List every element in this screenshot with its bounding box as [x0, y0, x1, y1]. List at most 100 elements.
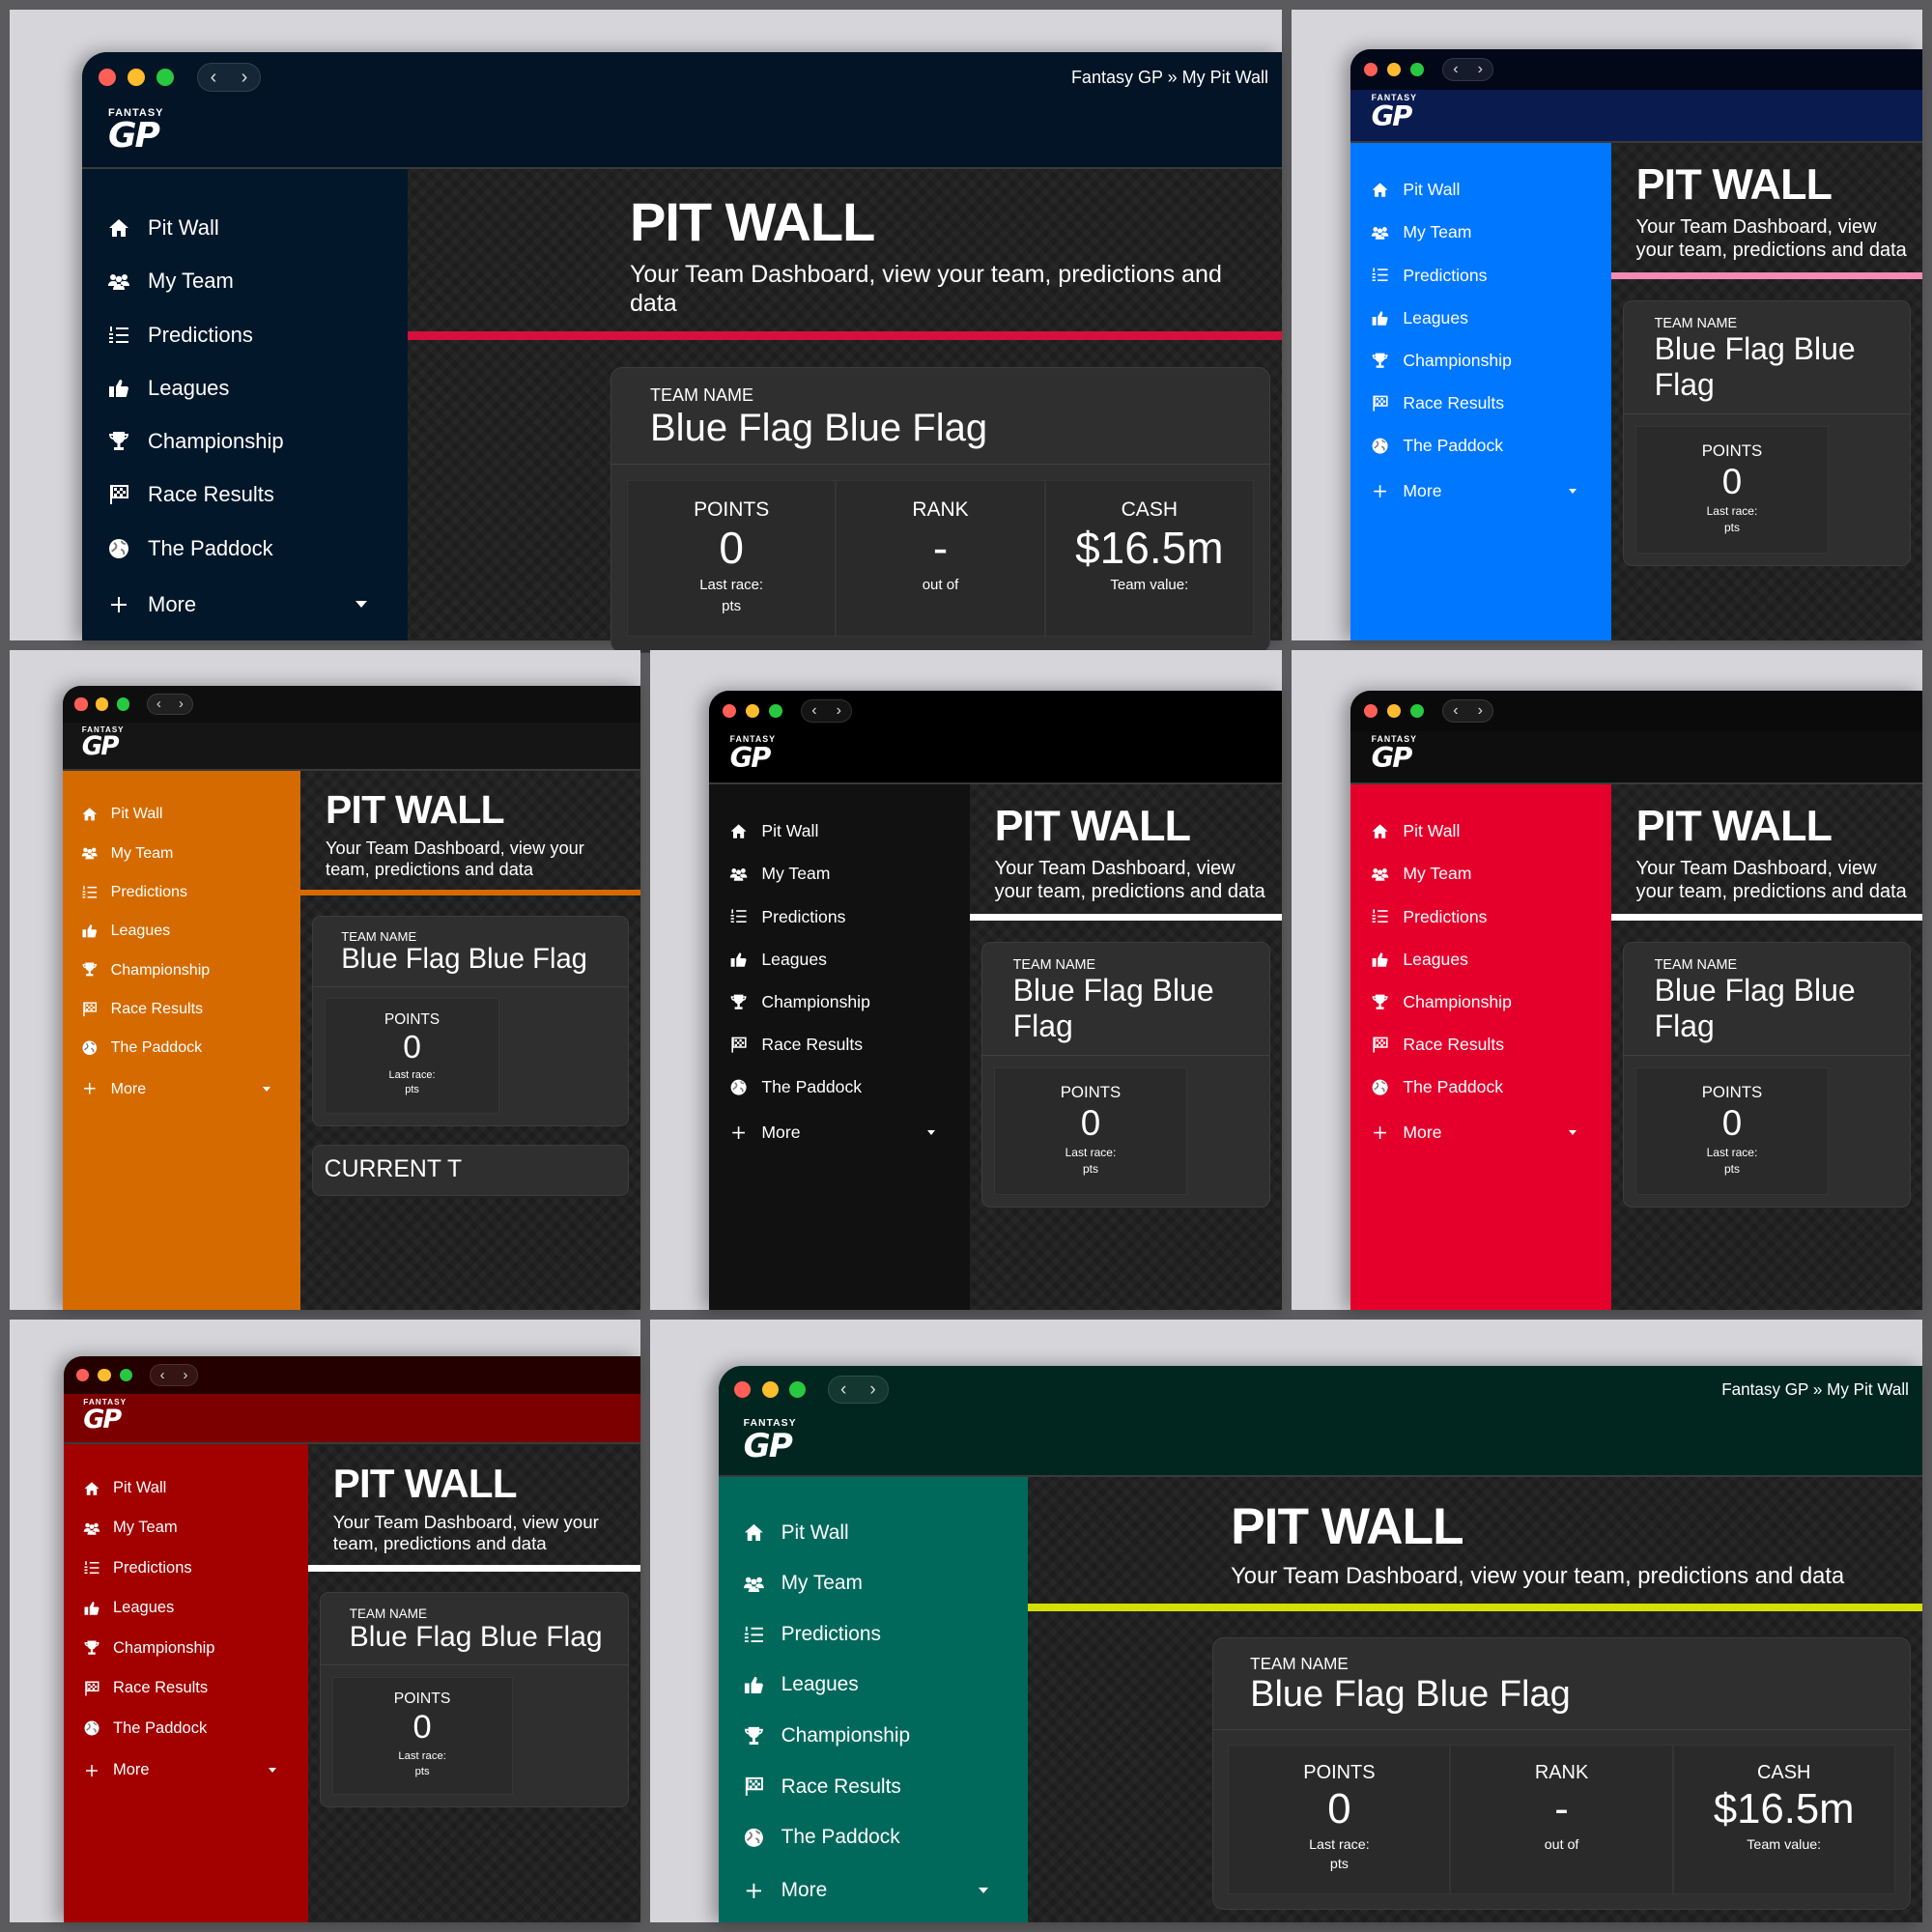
sidebar-item-pit-wall[interactable]: Pit Wall [1350, 814, 1611, 848]
chevron-left-icon[interactable]: ‹ [210, 67, 217, 88]
chevron-right-icon[interactable]: › [179, 696, 184, 712]
close-window-button[interactable] [734, 1381, 752, 1399]
sidebar-item-more[interactable]: More [1350, 1116, 1611, 1150]
chevron-right-icon[interactable]: › [1477, 701, 1483, 719]
fantasy-gp-logo[interactable]: FANTASY GP [744, 1418, 797, 1463]
sidebar-item-pit-wall[interactable]: Pit Wall [63, 799, 300, 830]
sidebar-item-label: More [1403, 1122, 1442, 1142]
chevron-left-icon[interactable]: ‹ [811, 701, 817, 719]
sidebar-item-championship[interactable]: Championship [82, 420, 408, 463]
sidebar-item-my-team[interactable]: My Team [1350, 215, 1611, 249]
sidebar-item-championship[interactable]: Championship [1350, 985, 1611, 1019]
fantasy-gp-logo[interactable]: FANTASY GP [82, 726, 125, 760]
sidebar-item-race-results[interactable]: Race Results [709, 1028, 970, 1062]
sidebar-item-my-team[interactable]: My Team [1350, 857, 1611, 891]
sidebar-item-more[interactable]: More [709, 1116, 970, 1150]
sidebar-item-the-paddock[interactable]: The Paddock [82, 527, 408, 570]
minimize-window-button[interactable] [745, 703, 759, 718]
close-window-button[interactable] [1363, 703, 1378, 718]
sidebar-item-pit-wall[interactable]: Pit Wall [709, 814, 970, 848]
chevron-left-icon[interactable]: ‹ [156, 696, 161, 712]
close-window-button[interactable] [99, 69, 116, 86]
sidebar-item-championship[interactable]: Championship [1350, 344, 1611, 378]
sidebar-item-more[interactable]: More [64, 1754, 308, 1786]
minimize-window-button[interactable] [96, 697, 109, 711]
maximize-window-button[interactable] [768, 703, 782, 718]
sidebar-item-predictions[interactable]: Predictions [63, 876, 300, 907]
close-window-button[interactable] [75, 1368, 90, 1382]
chevron-right-icon[interactable]: › [241, 67, 248, 88]
sidebar-item-race-results[interactable]: Race Results [63, 994, 300, 1025]
sidebar-item-my-team[interactable]: My Team [64, 1512, 308, 1544]
sidebar-item-leagues[interactable]: Leagues [1350, 943, 1611, 977]
maximize-window-button[interactable] [1409, 703, 1424, 718]
sidebar: Pit Wall My Team Predictions Leagues Cha… [64, 1443, 308, 1922]
sidebar-item-the-paddock[interactable]: The Paddock [63, 1033, 300, 1064]
close-window-button[interactable] [722, 703, 736, 718]
close-window-button[interactable] [74, 697, 88, 711]
sidebar-item-championship[interactable]: Championship [63, 954, 300, 985]
fantasy-gp-logo[interactable]: FANTASY GP [83, 1398, 127, 1433]
sidebar-item-predictions[interactable]: Predictions [709, 899, 970, 933]
minimize-window-button[interactable] [128, 69, 145, 86]
chevron-left-icon[interactable]: ‹ [1453, 60, 1459, 77]
chevron-right-icon[interactable]: › [1477, 60, 1483, 77]
sidebar-item-predictions[interactable]: Predictions [1350, 258, 1611, 292]
chevron-left-icon[interactable]: ‹ [159, 1367, 165, 1383]
sidebar-item-pit-wall[interactable]: Pit Wall [1350, 173, 1611, 207]
sidebar-item-predictions[interactable]: Predictions [64, 1552, 308, 1584]
close-window-button[interactable] [1363, 62, 1378, 76]
sidebar-item-my-team[interactable]: My Team [709, 857, 970, 891]
sidebar-item-leagues[interactable]: Leagues [82, 367, 408, 410]
sidebar-item-leagues[interactable]: Leagues [719, 1665, 1028, 1706]
minimize-window-button[interactable] [1386, 62, 1401, 76]
sidebar-item-pit-wall[interactable]: Pit Wall [719, 1513, 1028, 1553]
sidebar-item-championship[interactable]: Championship [64, 1633, 308, 1664]
sidebar-item-leagues[interactable]: Leagues [64, 1592, 308, 1624]
sidebar-item-leagues[interactable]: Leagues [63, 916, 300, 947]
sidebar-item-more[interactable]: More [82, 583, 408, 626]
chevron-left-icon[interactable]: ‹ [840, 1379, 847, 1401]
minimize-window-button[interactable] [1386, 703, 1401, 718]
fantasy-gp-logo[interactable]: FANTASY GP [108, 108, 164, 154]
sidebar-item-race-results[interactable]: Race Results [1350, 386, 1611, 420]
sidebar-item-the-paddock[interactable]: The Paddock [1350, 1070, 1611, 1104]
fantasy-gp-logo[interactable]: FANTASY GP [1372, 94, 1417, 130]
fantasy-gp-logo[interactable]: FANTASY GP [730, 735, 776, 772]
sidebar-item-my-team[interactable]: My Team [719, 1564, 1028, 1605]
sidebar-item-leagues[interactable]: Leagues [1350, 301, 1611, 335]
chevron-left-icon[interactable]: ‹ [1453, 701, 1459, 719]
sidebar-item-the-paddock[interactable]: The Paddock [719, 1817, 1028, 1858]
fantasy-gp-logo[interactable]: FANTASY GP [1372, 735, 1417, 772]
chevron-right-icon[interactable]: › [836, 701, 841, 719]
sidebar-item-my-team[interactable]: My Team [63, 838, 300, 868]
chevron-right-icon[interactable]: › [183, 1367, 188, 1383]
minimize-window-button[interactable] [98, 1368, 111, 1382]
sidebar-item-pit-wall[interactable]: Pit Wall [64, 1472, 308, 1504]
sidebar-item-more[interactable]: More [1350, 474, 1611, 508]
sidebar-item-pit-wall[interactable]: Pit Wall [82, 207, 408, 249]
minimize-window-button[interactable] [761, 1381, 779, 1399]
sidebar-item-the-paddock[interactable]: The Paddock [64, 1713, 308, 1745]
maximize-window-button[interactable] [1409, 62, 1424, 76]
sidebar-item-the-paddock[interactable]: The Paddock [1350, 429, 1611, 463]
sidebar-item-race-results[interactable]: Race Results [719, 1767, 1028, 1807]
sidebar-item-race-results[interactable]: Race Results [82, 473, 408, 516]
sidebar-item-championship[interactable]: Championship [709, 985, 970, 1019]
sidebar-item-predictions[interactable]: Predictions [719, 1614, 1028, 1655]
sidebar-item-championship[interactable]: Championship [719, 1716, 1028, 1756]
maximize-window-button[interactable] [156, 69, 174, 86]
maximize-window-button[interactable] [119, 1368, 133, 1382]
maximize-window-button[interactable] [117, 697, 130, 711]
sidebar-item-more[interactable]: More [719, 1870, 1028, 1911]
sidebar-item-leagues[interactable]: Leagues [709, 943, 970, 977]
sidebar-item-race-results[interactable]: Race Results [64, 1672, 308, 1704]
sidebar-item-my-team[interactable]: My Team [82, 260, 408, 302]
sidebar-item-predictions[interactable]: Predictions [1350, 899, 1611, 933]
sidebar-item-race-results[interactable]: Race Results [1350, 1028, 1611, 1062]
sidebar-item-predictions[interactable]: Predictions [82, 314, 408, 356]
maximize-window-button[interactable] [789, 1381, 807, 1399]
sidebar-item-more[interactable]: More [63, 1073, 300, 1104]
sidebar-item-the-paddock[interactable]: The Paddock [709, 1070, 970, 1104]
chevron-right-icon[interactable]: › [869, 1379, 876, 1401]
